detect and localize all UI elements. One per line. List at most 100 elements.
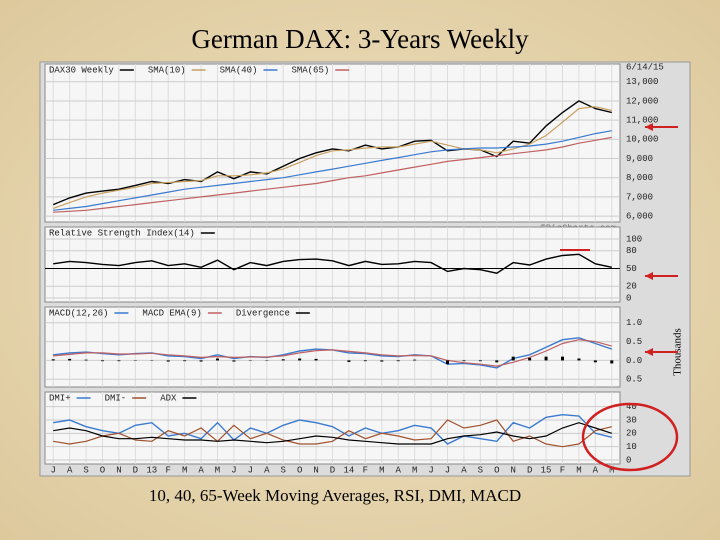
x-tick-label: O: [494, 465, 499, 475]
y-tick-label: 7,000: [626, 192, 653, 202]
divergence-bar: [593, 360, 597, 363]
series-line: [53, 419, 612, 448]
x-tick-label: 13: [146, 465, 157, 475]
x-tick-label: J: [248, 465, 253, 475]
divergence-bar: [528, 357, 532, 361]
x-tick-label: S: [281, 465, 286, 475]
arrow-head: [645, 272, 653, 280]
y-tick-label: 6,000: [626, 211, 653, 221]
x-tick-label: A: [396, 465, 402, 475]
x-tick-label: M: [412, 465, 417, 475]
divergence-bar: [511, 356, 515, 361]
x-tick-label: M: [182, 465, 187, 475]
y-tick-label: 0.5: [626, 337, 642, 347]
x-tick-label: O: [297, 465, 302, 475]
divergence-bar: [216, 358, 219, 361]
divergence-bar: [117, 360, 121, 362]
divergence-bar: [232, 360, 236, 362]
date-label: 6/14/15: [626, 62, 664, 72]
x-tick-label: F: [166, 465, 171, 475]
highlight-circle: [581, 402, 679, 472]
y-tick-label: 10,000: [626, 135, 658, 145]
series-line: [53, 339, 612, 367]
divergence-bar: [544, 356, 548, 361]
legend-label: DAX30 Weekly: [49, 65, 114, 75]
y-tick-label: 50: [626, 264, 637, 274]
x-tick-label: A: [67, 465, 73, 475]
divergence-bar: [166, 360, 170, 362]
divergence-bar: [314, 358, 318, 361]
divergence-bar: [478, 360, 482, 362]
divergence-bar: [51, 359, 55, 361]
divergence-bar: [347, 360, 351, 362]
y-tick-label: 100: [626, 234, 642, 244]
series-line: [52, 100, 612, 206]
caption: 10, 40, 65-Week Moving Averages, RSI, DM…: [149, 486, 521, 505]
x-tick-label: J: [428, 465, 433, 475]
y-tick-label: 20: [626, 429, 637, 439]
x-tick-label: N: [313, 465, 318, 475]
x-tick-label: M: [609, 465, 614, 475]
arrow-head: [645, 348, 653, 356]
y-tick-label: 0: [626, 455, 631, 465]
legend-label: DMI+: [49, 393, 71, 403]
x-tick-label: A: [264, 465, 270, 475]
divergence-bar: [577, 358, 581, 361]
divergence-bar: [183, 360, 187, 362]
legend-label: SMA(40): [220, 65, 258, 75]
divergence-bar: [495, 360, 499, 363]
y-tick-label: 8,000: [626, 173, 653, 183]
x-tick-label: J: [231, 465, 236, 475]
x-tick-label: 14: [344, 465, 355, 475]
y-tick-label: 0.5: [626, 375, 642, 385]
series-line: [53, 253, 612, 274]
divergence-bar: [561, 356, 564, 361]
legend-label: DMI-: [105, 393, 127, 403]
x-tick-label: N: [116, 465, 121, 475]
x-tick-label: A: [198, 465, 204, 475]
x-tick-label: S: [478, 465, 483, 475]
divergence-bar: [298, 358, 302, 361]
y-tick-label: 11,000: [626, 116, 658, 126]
x-tick-label: D: [133, 465, 138, 475]
x-tick-label: A: [593, 465, 599, 475]
divergence-bar: [101, 360, 104, 362]
x-tick-label: J: [445, 465, 450, 475]
divergence-bar: [68, 358, 72, 361]
legend-label: SMA(10): [148, 65, 186, 75]
y-tick-label: 80: [626, 246, 637, 256]
x-tick-label: O: [100, 465, 105, 475]
y-tick-label: 13,000: [626, 77, 658, 87]
y-tick-label: 12,000: [626, 96, 658, 106]
plot-area: 6,000 7,000 8,000 9,000 10,000 11,000 12,000 13…: [44, 62, 664, 475]
divergence-bar: [199, 360, 203, 362]
y-tick-label: 20: [626, 282, 637, 292]
x-tick-label: F: [363, 465, 368, 475]
divergence-bar: [363, 360, 367, 362]
divergence-bar: [462, 360, 466, 362]
y-tick-label: 0.0: [626, 356, 642, 366]
y-tick-label: 0: [626, 293, 631, 303]
series-line: [53, 422, 612, 445]
y-tick-label: 40: [626, 402, 637, 412]
x-tick-label: M: [576, 465, 581, 475]
divergence-bar: [610, 360, 614, 364]
series-line: [53, 136, 612, 213]
x-tick-label: D: [330, 465, 335, 475]
divergence-bar: [380, 360, 384, 362]
divergence-bar: [396, 360, 400, 362]
x-tick-label: M: [215, 465, 220, 475]
x-tick-label: N: [511, 465, 516, 475]
x-tick-label: M: [379, 465, 384, 475]
x-tick-label: F: [560, 465, 565, 475]
slide-title: German DAX: 3-Years Weekly: [191, 24, 529, 54]
annotations: [560, 123, 679, 472]
series-line: [53, 413, 612, 445]
y-tick-label: 10: [626, 442, 637, 452]
y-tick-label: 1.0: [626, 318, 642, 328]
x-tick-label: D: [527, 465, 532, 475]
divergence-bar: [281, 359, 285, 361]
series-line: [53, 130, 612, 211]
legend-label: ADX: [160, 393, 177, 403]
